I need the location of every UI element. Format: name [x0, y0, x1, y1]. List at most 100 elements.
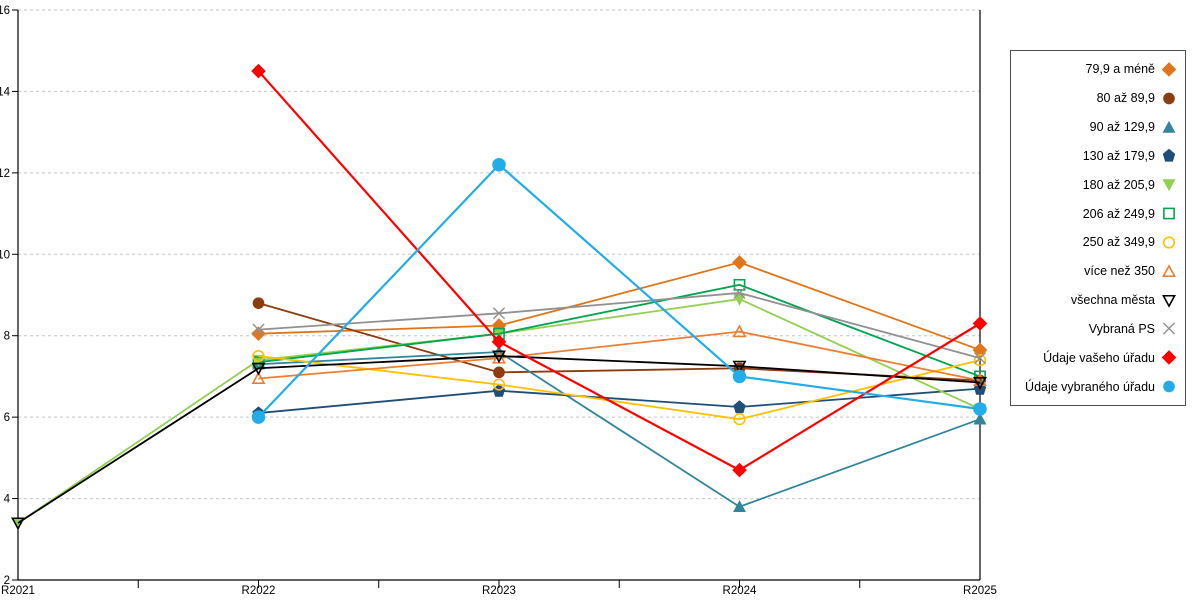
legend-label: 90 až 129,9: [1089, 120, 1155, 135]
legend-marker-triangle-down-icon: [1162, 179, 1176, 192]
legend: 79,9 a méně 80 až 89,9 90 až 129,9 130 až 1…: [1010, 50, 1186, 406]
y-tick-label: 4: [4, 494, 11, 506]
x-tick-label: R2022: [242, 585, 276, 597]
triangle-down-marker-icon: [732, 360, 747, 374]
pentagon-marker-icon: [733, 400, 746, 414]
legend-item: 79,9 a méně: [1019, 62, 1177, 77]
pentagon-marker-icon: [1162, 149, 1176, 162]
legend-label: Údaje vašeho úřadu: [1043, 350, 1155, 365]
legend-label: Vybraná PS: [1088, 321, 1155, 336]
triangle-up-marker-icon: [973, 412, 987, 425]
legend-item: všechna města: [1019, 293, 1177, 308]
legend-marker-x-icon: [1162, 322, 1176, 335]
series-line: [257, 70, 981, 472]
legend-label: Údaje vybraného úřadu: [1025, 379, 1155, 394]
x-tick-label: R2024: [723, 585, 757, 597]
diamond-marker-icon: [251, 63, 266, 79]
circle-marker-icon: [1162, 236, 1176, 249]
circle-marker-icon: [492, 378, 506, 391]
legend-marker-square-icon: [1163, 207, 1175, 220]
triangle-down-marker-icon: [1162, 179, 1176, 192]
triangle-down-marker-icon: [733, 293, 746, 306]
triangle-down-marker-icon: [251, 362, 266, 376]
triangle-down-marker-icon: [11, 517, 25, 531]
series-line: [17, 355, 981, 524]
y-tick-label: 8: [4, 331, 10, 343]
diamond-marker-icon: [732, 462, 747, 478]
series-line: [258, 387, 981, 414]
legend-label: 180 až 205,9: [1082, 177, 1155, 192]
circle-marker-icon: [493, 366, 505, 379]
legend-label: více než 350: [1084, 264, 1155, 279]
circle-marker-icon: [251, 410, 266, 424]
y-tick-label: 14: [0, 86, 11, 98]
legend-marker-triangle-down-icon: [1162, 294, 1176, 308]
triangle-up-marker-icon: [1162, 263, 1176, 277]
legend-label: 130 až 179,9: [1082, 148, 1155, 163]
legend-marker-diamond-icon: [1161, 350, 1177, 365]
x-marker-icon: [733, 286, 746, 300]
legend-label: 80 až 89,9: [1096, 91, 1155, 106]
square-marker-icon: [252, 356, 265, 369]
series-line: [258, 355, 981, 421]
diamond-marker-icon: [732, 255, 747, 270]
series-line: [258, 292, 981, 359]
legend-item: 180 až 205,9: [1019, 177, 1177, 192]
x-marker-icon: [1162, 322, 1176, 335]
legend-marker-diamond-icon: [1161, 62, 1177, 77]
legend-item: Vybraná PS: [1019, 321, 1177, 336]
series-line: [258, 283, 981, 378]
diamond-marker-icon: [491, 334, 507, 350]
x-tick-label: R2025: [963, 585, 997, 597]
y-tick-label: 6: [4, 412, 10, 424]
triangle-down-marker-icon: [492, 350, 506, 364]
circle-marker-icon: [1163, 92, 1175, 105]
triangle-up-marker-icon: [973, 373, 987, 387]
legend-item: Údaje vybraného úřadu: [1019, 379, 1177, 394]
legend-item: více než 350: [1019, 263, 1177, 279]
diamond-marker-icon: [251, 326, 266, 341]
triangle-up-marker-icon: [733, 500, 746, 512]
series-line: [258, 351, 981, 508]
triangle-up-marker-icon: [1162, 120, 1176, 133]
legend-item: 130 až 179,9: [1019, 148, 1177, 163]
legend-label: 206 až 249,9: [1082, 206, 1155, 221]
legend-marker-pentagon-icon: [1162, 149, 1176, 162]
legend-marker-circle-icon: [1163, 92, 1175, 105]
triangle-down-marker-icon: [973, 376, 987, 390]
x-marker-icon: [252, 323, 265, 336]
diamond-marker-icon: [972, 316, 988, 331]
triangle-down-marker-icon: [1162, 294, 1176, 308]
legend-item: 90 až 129,9: [1019, 120, 1177, 135]
legend-label: 250 až 349,9: [1082, 235, 1155, 250]
circle-marker-icon: [252, 349, 265, 363]
y-tick-label: 16: [0, 5, 10, 17]
square-marker-icon: [733, 278, 746, 291]
series-line: [257, 163, 981, 418]
circle-marker-icon: [252, 297, 265, 309]
x-marker-icon: [973, 352, 987, 365]
legend-marker-triangle-up-icon: [1162, 120, 1176, 133]
series-line: [258, 330, 981, 382]
y-tick-label: 10: [0, 249, 10, 261]
x-marker-icon: [492, 307, 506, 320]
y-tick-label: 2: [4, 575, 10, 587]
legend-marker-triangle-up-icon: [1162, 263, 1176, 277]
square-marker-icon: [1163, 207, 1175, 220]
circle-marker-icon: [973, 354, 987, 367]
triangle-up-marker-icon: [732, 324, 747, 338]
legend-item: 80 až 89,9: [1019, 91, 1177, 106]
legend-item: 206 až 249,9: [1019, 206, 1177, 221]
circle-marker-icon: [492, 157, 506, 172]
circle-marker-icon: [733, 413, 746, 426]
legend-item: Údaje vašeho úřadu: [1019, 350, 1177, 365]
diamond-marker-icon: [1161, 62, 1177, 77]
legend-label: 79,9 a méně: [1085, 62, 1156, 77]
square-marker-icon: [974, 370, 986, 383]
x-tick-label: R2023: [482, 585, 516, 597]
diamond-marker-icon: [972, 342, 988, 358]
circle-marker-icon: [1163, 380, 1175, 393]
series-line: [258, 261, 981, 351]
